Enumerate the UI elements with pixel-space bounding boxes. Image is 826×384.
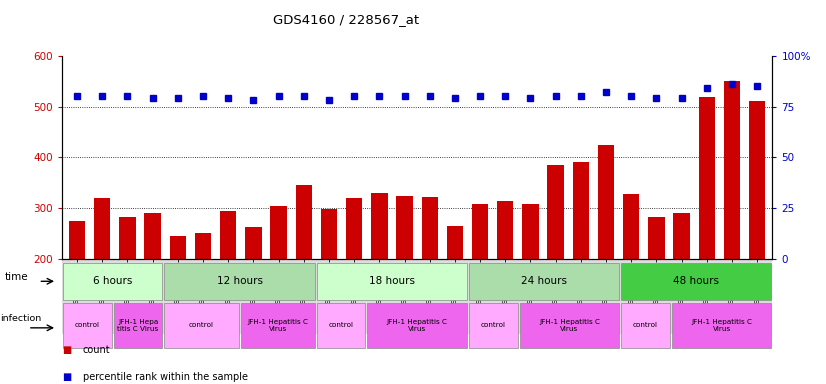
Bar bbox=[169, 236, 186, 259]
Bar bbox=[220, 211, 236, 259]
Text: control: control bbox=[75, 323, 100, 328]
Bar bbox=[296, 185, 312, 259]
Text: time: time bbox=[5, 272, 29, 282]
Text: infection: infection bbox=[0, 314, 41, 323]
Text: control: control bbox=[481, 323, 506, 328]
Bar bbox=[520, 303, 619, 348]
Text: 48 hours: 48 hours bbox=[673, 276, 719, 286]
Bar bbox=[195, 233, 211, 259]
Bar bbox=[63, 263, 163, 300]
Bar bbox=[164, 303, 239, 348]
Bar bbox=[724, 81, 740, 259]
Bar bbox=[522, 204, 539, 259]
Bar bbox=[119, 217, 135, 259]
Text: JFH-1 Hepatitis C
Virus: JFH-1 Hepatitis C Virus bbox=[247, 319, 308, 332]
Text: JFH-1 Hepatitis C
Virus: JFH-1 Hepatitis C Virus bbox=[691, 319, 752, 332]
Text: control: control bbox=[633, 323, 658, 328]
Bar bbox=[623, 194, 639, 259]
Text: 24 hours: 24 hours bbox=[521, 276, 567, 286]
Bar bbox=[316, 263, 467, 300]
Text: 12 hours: 12 hours bbox=[216, 276, 263, 286]
Bar bbox=[421, 197, 438, 259]
Bar bbox=[94, 198, 111, 259]
Bar bbox=[497, 201, 514, 259]
Bar bbox=[320, 209, 337, 259]
Bar bbox=[548, 165, 564, 259]
Bar bbox=[396, 195, 413, 259]
Bar bbox=[469, 263, 619, 300]
Bar bbox=[699, 97, 715, 259]
Bar bbox=[621, 303, 670, 348]
Bar bbox=[69, 221, 85, 259]
Text: 18 hours: 18 hours bbox=[368, 276, 415, 286]
Bar bbox=[346, 198, 363, 259]
Text: percentile rank within the sample: percentile rank within the sample bbox=[83, 372, 248, 382]
Text: count: count bbox=[83, 345, 110, 355]
Bar bbox=[114, 303, 163, 348]
Bar bbox=[63, 303, 112, 348]
Bar bbox=[648, 217, 665, 259]
Text: JFH-1 Hepatitis C
Virus: JFH-1 Hepatitis C Virus bbox=[387, 319, 448, 332]
Bar bbox=[145, 214, 161, 259]
Bar bbox=[240, 303, 315, 348]
Text: JFH-1 Hepatitis C
Virus: JFH-1 Hepatitis C Virus bbox=[539, 319, 600, 332]
Bar bbox=[472, 204, 488, 259]
Text: ■: ■ bbox=[62, 345, 71, 355]
Text: control: control bbox=[329, 323, 354, 328]
Bar bbox=[270, 206, 287, 259]
Bar bbox=[572, 162, 589, 259]
Text: control: control bbox=[189, 323, 214, 328]
Bar bbox=[621, 263, 771, 300]
Bar bbox=[447, 226, 463, 259]
Bar bbox=[749, 101, 766, 259]
Text: 6 hours: 6 hours bbox=[93, 276, 132, 286]
Text: GDS4160 / 228567_at: GDS4160 / 228567_at bbox=[273, 13, 419, 26]
Bar bbox=[371, 193, 387, 259]
Text: ■: ■ bbox=[62, 372, 71, 382]
Bar bbox=[245, 227, 262, 259]
Bar bbox=[673, 214, 690, 259]
Bar bbox=[164, 263, 315, 300]
Bar bbox=[672, 303, 771, 348]
Bar bbox=[598, 145, 615, 259]
Bar bbox=[368, 303, 467, 348]
Bar bbox=[316, 303, 365, 348]
Bar bbox=[469, 303, 518, 348]
Text: JFH-1 Hepa
titis C Virus: JFH-1 Hepa titis C Virus bbox=[117, 319, 159, 332]
